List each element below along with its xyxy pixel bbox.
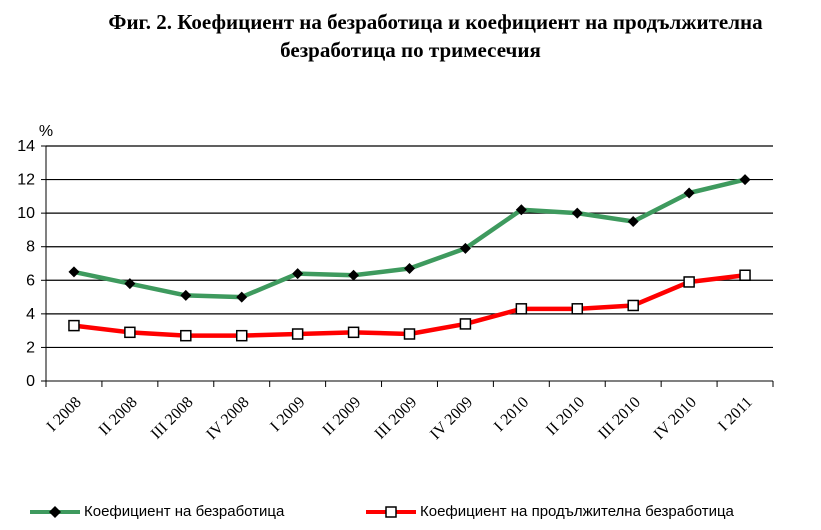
x-tick-label: III 2009 <box>372 394 421 443</box>
y-tick-label: 6 <box>26 272 35 289</box>
chart-title-line2: безработица по тримесечия <box>280 38 541 62</box>
data-point-0 <box>627 216 639 228</box>
gridlines <box>46 145 773 349</box>
x-tick-label: IV 2008 <box>203 394 252 443</box>
x-tick-label: IV 2010 <box>651 394 700 443</box>
legend-label-unemployment: Коефициент на безработица <box>84 503 285 520</box>
x-tick-label: II 2008 <box>96 394 141 439</box>
data-point-1 <box>627 299 639 312</box>
chart-title-line1: Фиг. 2. Коефициент на безработица и коеф… <box>108 10 763 34</box>
data-point-1 <box>571 303 584 315</box>
y-tick-labels: 0 2 4 6 8 10 12 14 <box>17 138 35 390</box>
data-point-1 <box>124 326 136 339</box>
data-point-1 <box>347 326 360 339</box>
data-point-0 <box>68 266 80 278</box>
data-point-0 <box>683 187 695 199</box>
data-point-0 <box>236 291 248 303</box>
data-point-1 <box>459 318 472 330</box>
data-point-1 <box>739 269 751 281</box>
legend-item-long-term: Коефициент на продължителна безработица <box>366 503 734 520</box>
data-point-0 <box>739 174 751 186</box>
data-point-1 <box>68 319 80 332</box>
x-tick-label: I 2010 <box>491 394 532 435</box>
data-point-1 <box>515 303 528 315</box>
y-tick-label: 10 <box>17 205 35 222</box>
data-point-1 <box>291 328 304 340</box>
data-point-1 <box>683 276 695 288</box>
y-tick-label: 2 <box>26 339 35 356</box>
data-point-0 <box>348 269 360 281</box>
y-tick-label: 14 <box>17 138 35 155</box>
axes <box>41 145 774 387</box>
series-lines <box>68 174 751 342</box>
chart-title: Фиг. 2. Коефициент на безработица и коеф… <box>0 8 821 64</box>
data-point-0 <box>459 242 471 254</box>
data-point-0 <box>292 268 304 280</box>
x-tick-label: I 2009 <box>267 394 308 435</box>
x-tick-label: III 2010 <box>595 394 644 443</box>
data-point-0 <box>571 207 583 219</box>
y-tick-label: 4 <box>26 306 35 323</box>
y-tick-label: 8 <box>26 239 35 256</box>
y-tick-label: 0 <box>26 373 35 390</box>
x-tick-label: I 2011 <box>715 394 756 435</box>
legend-item-unemployment: Коефициент на безработица <box>30 503 284 520</box>
x-tick-label: II 2010 <box>543 394 588 439</box>
data-point-1 <box>235 329 248 342</box>
line-chart: 0 2 4 6 8 10 12 14 I 2008 II 2008 III 2008 IV 2008… <box>17 123 774 443</box>
y-axis-label: % <box>39 123 53 140</box>
data-point-1 <box>180 329 192 342</box>
legend-label-long-term: Коефициент на продължителна безработица <box>420 503 734 520</box>
y-tick-label: 12 <box>17 172 35 189</box>
legend-swatch-long-term <box>366 505 416 518</box>
data-point-0 <box>124 278 136 290</box>
x-tick-labels: I 2008 II 2008 III 2008 IV 2008 I 2009 II 200… <box>44 394 756 443</box>
legend: Коефициент на безработица Коефициент на … <box>0 503 821 527</box>
legend-swatch-unemployment <box>30 505 80 518</box>
x-tick-label: III 2008 <box>148 394 197 443</box>
series-line-0 <box>73 177 746 300</box>
data-point-0 <box>180 289 192 301</box>
x-tick-label: IV 2009 <box>427 394 476 443</box>
data-point-0 <box>404 263 415 275</box>
x-tick-label: I 2008 <box>44 394 85 435</box>
data-point-1 <box>403 328 416 340</box>
data-point-0 <box>515 204 527 216</box>
x-tick-label: II 2009 <box>319 394 364 439</box>
series-line-1 <box>73 273 746 338</box>
